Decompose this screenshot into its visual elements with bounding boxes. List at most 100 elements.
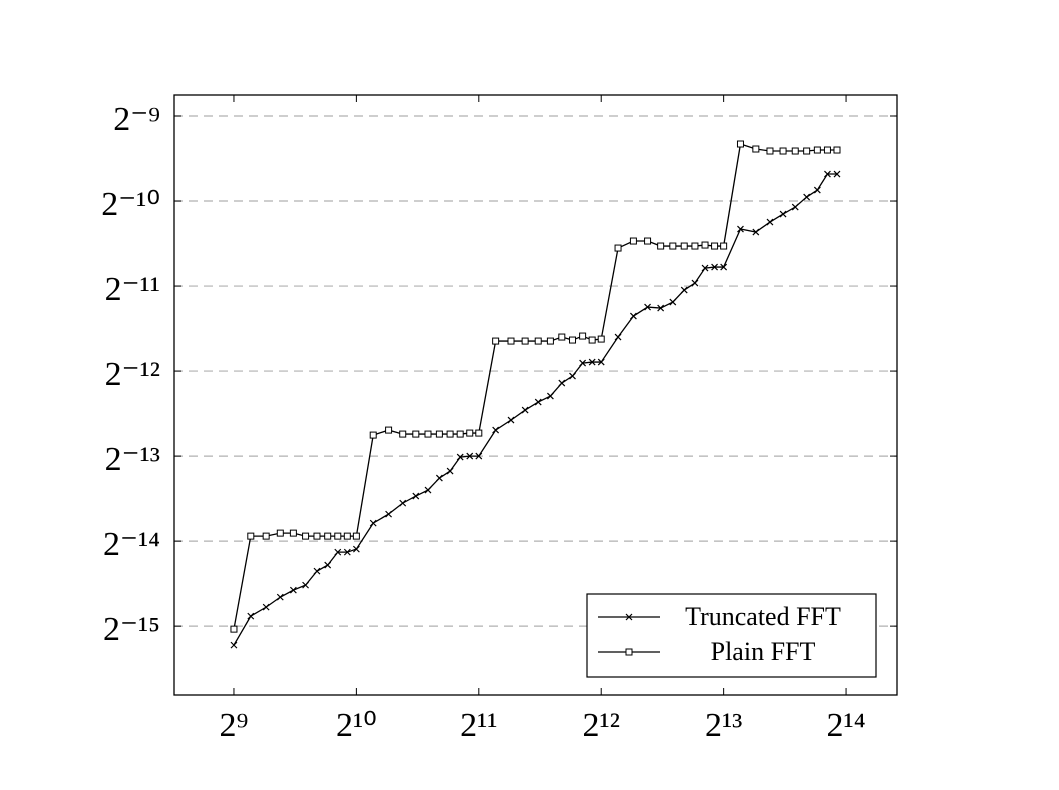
data-point bbox=[262, 603, 270, 611]
data-point bbox=[230, 641, 238, 649]
data-point bbox=[492, 337, 500, 345]
data-point bbox=[324, 561, 332, 569]
y-tick-label: 2⁻¹⁴ bbox=[103, 526, 160, 563]
data-point bbox=[466, 429, 474, 437]
legend-box bbox=[586, 593, 877, 678]
data-point bbox=[597, 358, 605, 366]
data-point bbox=[579, 332, 587, 340]
data-point bbox=[276, 529, 284, 537]
data-point bbox=[424, 486, 432, 494]
data-point bbox=[779, 210, 787, 218]
data-point bbox=[766, 218, 774, 226]
data-point bbox=[680, 242, 688, 250]
y-tick-label: 2⁻¹¹ bbox=[105, 271, 160, 308]
data-point bbox=[289, 529, 297, 537]
data-point bbox=[534, 398, 542, 406]
data-point bbox=[456, 430, 464, 438]
data-point bbox=[412, 430, 420, 438]
x-tick-label: 2¹¹ bbox=[460, 707, 497, 744]
data-point bbox=[629, 312, 637, 320]
data-point bbox=[588, 358, 596, 366]
data-point bbox=[803, 193, 811, 201]
data-point bbox=[385, 426, 393, 434]
data-point bbox=[579, 359, 587, 367]
x-tick-label: 2¹⁰ bbox=[336, 707, 377, 744]
data-point bbox=[302, 581, 309, 589]
series-line bbox=[233, 173, 837, 646]
y-tick-label: 2⁻⁹ bbox=[113, 101, 160, 138]
data-point bbox=[803, 147, 811, 155]
y-tick-label: 2⁻¹⁵ bbox=[103, 611, 160, 648]
data-point bbox=[276, 593, 284, 601]
data-point bbox=[424, 430, 432, 438]
plot-frame bbox=[173, 94, 898, 696]
legend-marker bbox=[625, 648, 633, 656]
data-point bbox=[824, 170, 831, 178]
data-point bbox=[546, 392, 554, 400]
data-point bbox=[446, 430, 454, 438]
data-point bbox=[558, 333, 566, 341]
legend-marker bbox=[625, 613, 633, 621]
x-tick-label: 2¹⁴ bbox=[827, 707, 866, 744]
data-point bbox=[352, 545, 360, 553]
data-point bbox=[230, 625, 238, 633]
data-point bbox=[334, 548, 342, 556]
data-point bbox=[507, 416, 515, 424]
legend-label: Truncated FFT bbox=[685, 602, 841, 631]
data-point bbox=[302, 532, 310, 540]
data-point bbox=[680, 286, 688, 294]
data-point bbox=[352, 532, 360, 540]
data-point bbox=[435, 474, 443, 482]
data-point bbox=[736, 140, 744, 148]
x-tick-label: 2⁹ bbox=[220, 707, 249, 744]
data-point bbox=[691, 279, 699, 287]
data-point bbox=[569, 336, 577, 344]
data-point bbox=[247, 612, 255, 620]
data-point bbox=[813, 146, 821, 154]
data-point bbox=[343, 532, 351, 540]
y-tick-label: 2⁻¹⁰ bbox=[101, 186, 160, 223]
data-point bbox=[813, 186, 821, 194]
data-point bbox=[711, 263, 719, 271]
y-tick-label: 2⁻¹² bbox=[105, 356, 160, 393]
data-point bbox=[289, 586, 297, 594]
data-point bbox=[629, 237, 637, 245]
data-point bbox=[475, 452, 483, 460]
legend-label: Plain FFT bbox=[711, 637, 816, 666]
data-point bbox=[833, 146, 841, 154]
data-point bbox=[324, 532, 332, 540]
data-point bbox=[262, 532, 270, 540]
data-point bbox=[597, 335, 605, 343]
data-point bbox=[737, 225, 744, 233]
data-point bbox=[456, 453, 464, 461]
data-point bbox=[657, 242, 665, 250]
data-point bbox=[833, 170, 841, 178]
data-point bbox=[644, 303, 651, 311]
y-tick-label: 2⁻¹³ bbox=[105, 441, 160, 478]
data-point bbox=[534, 337, 542, 345]
data-point bbox=[720, 263, 728, 271]
data-point bbox=[399, 499, 407, 507]
data-point bbox=[521, 337, 529, 345]
data-point bbox=[334, 532, 342, 540]
data-point bbox=[691, 242, 699, 250]
data-point bbox=[701, 241, 709, 249]
data-point bbox=[313, 567, 321, 575]
data-point bbox=[412, 492, 420, 500]
data-point bbox=[369, 519, 377, 527]
data-point bbox=[558, 379, 566, 387]
data-point bbox=[435, 430, 443, 438]
data-point bbox=[752, 228, 760, 236]
data-point bbox=[779, 147, 787, 155]
data-point bbox=[313, 532, 321, 540]
data-point bbox=[521, 406, 529, 414]
data-point bbox=[399, 430, 407, 438]
legend: Truncated FFT Plain FFT bbox=[586, 593, 877, 678]
data-point bbox=[546, 337, 554, 345]
data-point bbox=[720, 242, 728, 250]
data-point bbox=[657, 304, 665, 312]
data-point bbox=[569, 372, 576, 380]
data-point bbox=[669, 242, 677, 250]
data-point bbox=[466, 452, 474, 460]
